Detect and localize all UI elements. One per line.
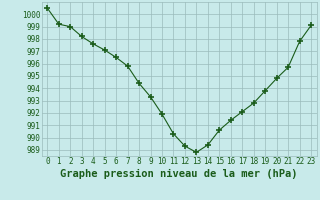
X-axis label: Graphe pression niveau de la mer (hPa): Graphe pression niveau de la mer (hPa)	[60, 169, 298, 179]
